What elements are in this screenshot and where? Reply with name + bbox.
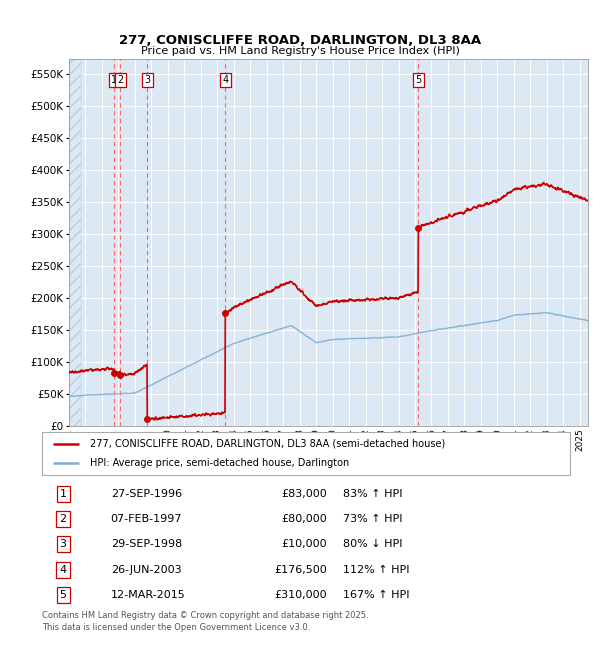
Point [109, 367, 119, 378]
Text: 2: 2 [117, 75, 123, 85]
Text: 167% ↑ HPI: 167% ↑ HPI [343, 590, 409, 600]
Text: Price paid vs. HM Land Registry's House Price Index (HPI): Price paid vs. HM Land Registry's House … [140, 46, 460, 57]
Polygon shape [69, 58, 80, 426]
Text: 73% ↑ HPI: 73% ↑ HPI [343, 514, 403, 524]
Text: 5: 5 [415, 75, 421, 85]
Text: 4: 4 [222, 75, 228, 85]
Text: £10,000: £10,000 [281, 540, 327, 549]
Point [115, 369, 125, 380]
Text: 29-SEP-1998: 29-SEP-1998 [110, 540, 182, 549]
Text: 12-MAR-2015: 12-MAR-2015 [110, 590, 185, 600]
Text: 4: 4 [59, 565, 67, 575]
Text: 83% ↑ HPI: 83% ↑ HPI [343, 489, 403, 499]
Text: 2: 2 [59, 514, 67, 524]
Text: Contains HM Land Registry data © Crown copyright and database right 2025.
This d: Contains HM Land Registry data © Crown c… [42, 611, 368, 632]
Text: £176,500: £176,500 [274, 565, 327, 575]
Text: 1: 1 [111, 75, 117, 85]
Text: 277, CONISCLIFFE ROAD, DARLINGTON, DL3 8AA (semi-detached house): 277, CONISCLIFFE ROAD, DARLINGTON, DL3 8… [89, 439, 445, 449]
Text: 112% ↑ HPI: 112% ↑ HPI [343, 565, 409, 575]
Text: 26-JUN-2003: 26-JUN-2003 [110, 565, 181, 575]
Point [142, 414, 152, 424]
Text: 07-FEB-1997: 07-FEB-1997 [110, 514, 182, 524]
Text: 80% ↓ HPI: 80% ↓ HPI [343, 540, 403, 549]
Text: 277, CONISCLIFFE ROAD, DARLINGTON, DL3 8AA: 277, CONISCLIFFE ROAD, DARLINGTON, DL3 8… [119, 34, 481, 47]
Point [413, 222, 423, 233]
Text: £310,000: £310,000 [274, 590, 327, 600]
FancyBboxPatch shape [42, 432, 570, 475]
Text: HPI: Average price, semi-detached house, Darlington: HPI: Average price, semi-detached house,… [89, 458, 349, 469]
Text: £83,000: £83,000 [281, 489, 327, 499]
Text: 1: 1 [59, 489, 67, 499]
Text: 27-SEP-1996: 27-SEP-1996 [110, 489, 182, 499]
Text: 3: 3 [144, 75, 150, 85]
Text: 3: 3 [59, 540, 67, 549]
Point [220, 308, 230, 318]
Text: £80,000: £80,000 [281, 514, 327, 524]
Text: 5: 5 [59, 590, 67, 600]
